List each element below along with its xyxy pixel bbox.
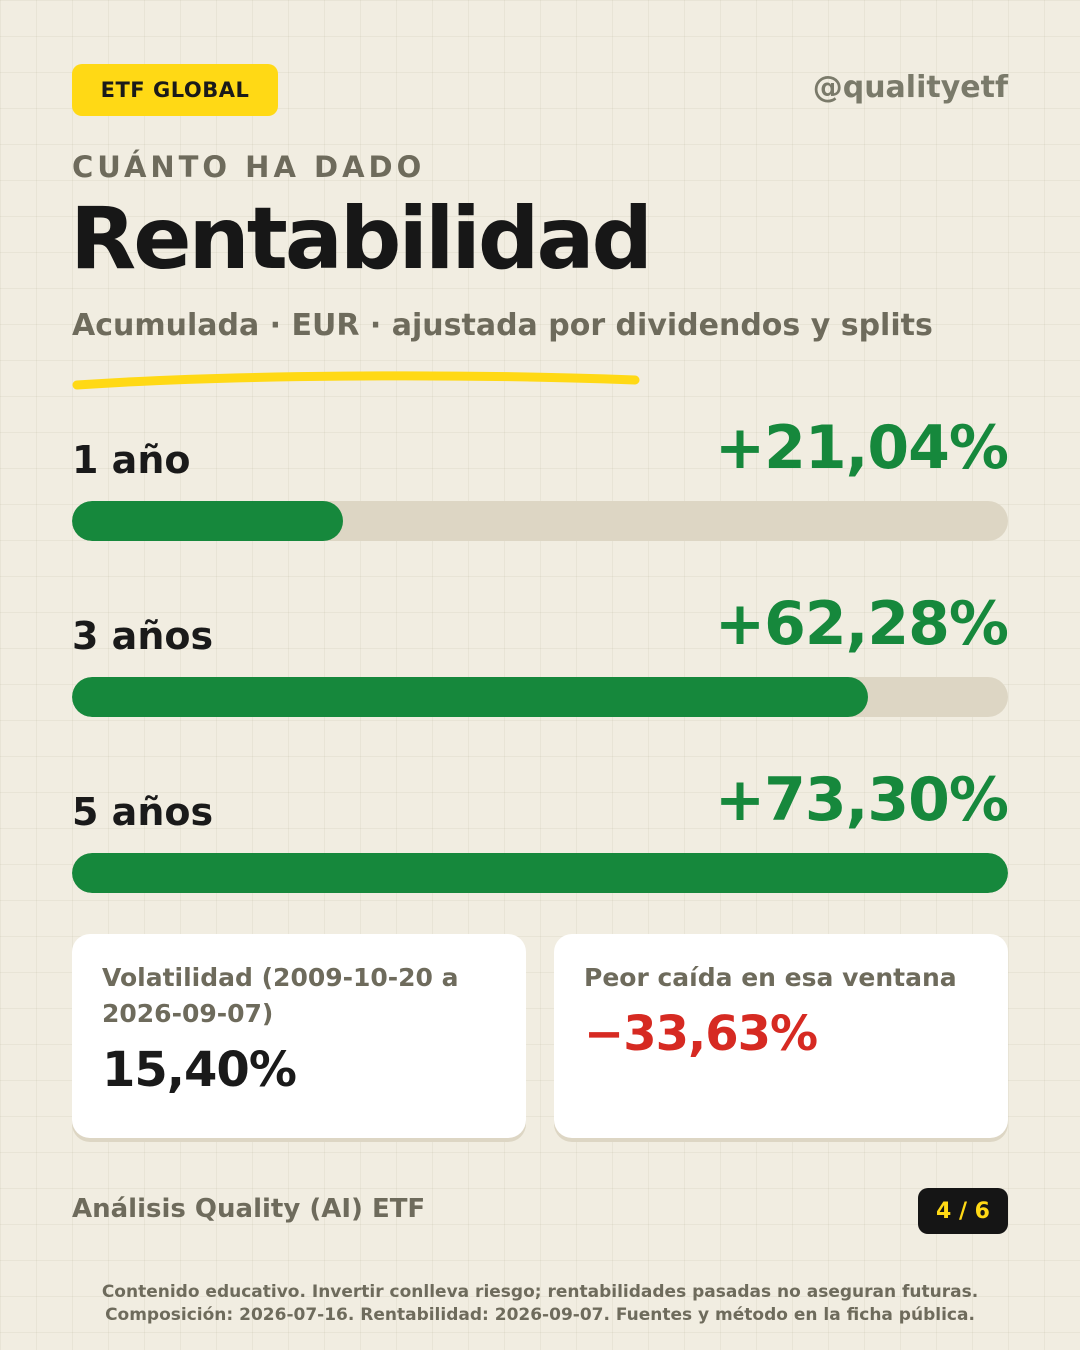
return-bar-1y (72, 501, 344, 541)
highlight-underline (72, 371, 640, 390)
page-indicator: 4 / 6 (918, 1188, 1008, 1234)
disclaimer-line-2: Composición: 2026-07-16. Rentabilidad: 2… (105, 1305, 975, 1325)
return-value-1y: +21,04% (714, 413, 1009, 483)
return-label-5y: 5 años (72, 790, 214, 834)
volatility-label: Volatilidad (2009-10-20 a 2026-09-07) (102, 963, 459, 1028)
category-badge: ETF GLOBAL (72, 64, 278, 116)
return-label-1y: 1 año (72, 438, 191, 482)
account-handle: @qualityetf (812, 70, 1008, 105)
volatility-value: 15,40% (102, 1042, 297, 1098)
return-value-3y: +62,28% (714, 589, 1009, 659)
return-bar-5y (72, 853, 1008, 893)
disclaimer-line-1: Contenido educativo. Invertir conlleva r… (101, 1282, 979, 1302)
eyebrow-text: CUÁNTO HA DADO (72, 150, 426, 184)
drawdown-card: Peor caída en esa ventana −33,63% (554, 934, 1008, 1138)
return-bar-3y (72, 677, 868, 717)
drawdown-value: −33,63% (584, 1006, 818, 1062)
page-title: Rentabilidad (70, 189, 653, 289)
footer-brand: Análisis Quality (AI) ETF (72, 1194, 426, 1224)
page-subtitle: Acumulada · EUR · ajustada por dividendo… (72, 308, 933, 343)
return-track-3y (72, 677, 1008, 717)
return-track-5y (72, 853, 1008, 893)
return-track-1y (72, 501, 1008, 541)
volatility-card: Volatilidad (2009-10-20 a 2026-09-07) 15… (72, 934, 526, 1138)
return-value-5y: +73,30% (714, 765, 1009, 835)
drawdown-label: Peor caída en esa ventana (584, 963, 957, 992)
return-label-3y: 3 años (72, 614, 214, 658)
